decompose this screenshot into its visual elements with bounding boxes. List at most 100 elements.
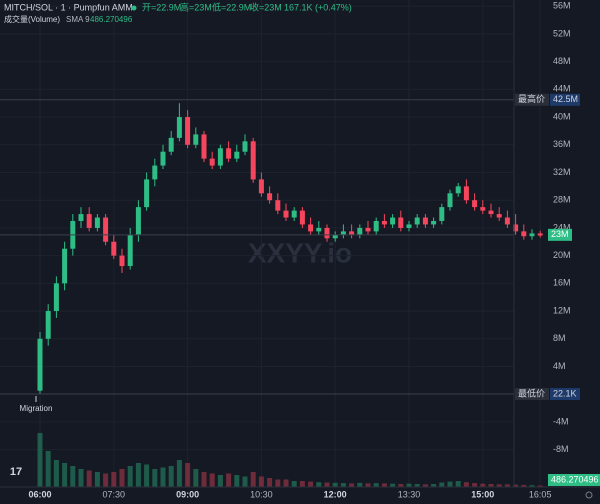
volume-bar (144, 464, 150, 487)
candle-body (529, 233, 535, 237)
volume-bar (127, 466, 133, 487)
candle-body (390, 217, 396, 225)
candle-body (431, 220, 437, 225)
volume-bar (324, 482, 330, 487)
volume-bar (135, 463, 141, 487)
watermark: XXYY.io (248, 237, 352, 268)
volume-bar (62, 463, 68, 487)
tv-logo: 17 (6, 464, 26, 480)
volume-bar (283, 479, 289, 487)
high-label: 最高价 (518, 93, 545, 104)
ohlc: 低=22.9M (212, 1, 251, 12)
volume-bar (267, 478, 273, 487)
y-tick-label: 4M (553, 361, 566, 371)
volume-bar (504, 484, 510, 487)
candle-body (308, 224, 314, 232)
candle-body (94, 217, 100, 228)
volume-value: 486.270496 (90, 15, 133, 24)
volume-bar (381, 483, 387, 487)
volume-bar (201, 472, 207, 487)
x-tick-label: 13:30 (398, 489, 421, 499)
candle-body (226, 148, 232, 159)
candle-body (144, 179, 150, 208)
status-dot (131, 5, 137, 11)
candle-body (193, 134, 199, 145)
y-tick-label: 52M (553, 28, 571, 38)
candle-body (349, 231, 355, 235)
candle-body (86, 214, 92, 228)
candle-body (537, 233, 543, 236)
candle-body (242, 141, 248, 152)
candle-body (250, 141, 256, 180)
svg-text:17: 17 (10, 466, 22, 478)
volume-bar (480, 483, 486, 487)
volume-bar (45, 451, 51, 487)
volume-bar (365, 483, 371, 487)
low-value-bg (550, 388, 580, 401)
candle-body (324, 227, 330, 239)
y-tick-label: 36M (553, 139, 571, 149)
candle-body (234, 151, 240, 159)
x-tick-label: 10:30 (250, 489, 273, 499)
candle-body (103, 217, 109, 242)
candle-body (521, 231, 527, 237)
candle-body (201, 134, 207, 159)
candle-body (78, 214, 84, 221)
last-price-label: 23M (551, 229, 569, 239)
volume-bar (119, 469, 125, 487)
ohlc: 高=23M (180, 1, 212, 12)
high-value: 42.5M (553, 94, 578, 104)
volume-bar (537, 485, 543, 487)
ohlc: 167.1K (+0.47%) (284, 2, 352, 12)
volume-bar (357, 482, 363, 487)
candle-body (406, 224, 412, 228)
candle-body (332, 234, 338, 239)
volume-bar (496, 484, 502, 487)
volume-bar (390, 483, 396, 487)
candle-body (299, 210, 305, 225)
candle-body (381, 220, 387, 225)
candle-body (455, 186, 461, 194)
volume-bar (291, 481, 297, 487)
candle-body (340, 231, 346, 235)
candle-body (275, 200, 281, 211)
candle-body (414, 217, 420, 225)
candle-body (127, 234, 133, 267)
settings-icon[interactable] (585, 491, 593, 499)
candle-body (135, 207, 141, 235)
candle-body (53, 283, 59, 312)
y-tick-label: 28M (553, 195, 571, 205)
volume-bar (299, 481, 305, 487)
volume-sma: SMA 9 (66, 15, 90, 24)
candle-body (119, 255, 125, 267)
x-tick-label: 06:00 (28, 489, 51, 499)
volume-bar (422, 484, 428, 487)
y-tick-label: 24M (553, 222, 571, 232)
candle-body (513, 224, 519, 232)
candle-body (111, 241, 117, 256)
candle-body (217, 148, 223, 166)
x-tick-label: 16:05 (529, 489, 552, 499)
volume-bar (250, 472, 256, 487)
volume-bar (332, 482, 338, 487)
volume-title: 成交量(Volume) (4, 14, 60, 24)
volume-bar (521, 484, 527, 487)
ohlc: 开=22.9M (142, 2, 181, 12)
x-tick-label: 12:00 (324, 489, 347, 499)
volume-bar (439, 482, 445, 487)
y-tick-label: -4M (553, 416, 569, 426)
candle-body (373, 220, 379, 232)
volume-bar (242, 476, 248, 487)
volume-bar (209, 473, 215, 487)
y-tick-label: 44M (553, 84, 571, 94)
volume-bar (217, 475, 223, 487)
volume-bar (152, 469, 158, 487)
x-tick-label: 09:00 (176, 489, 199, 499)
volume-bar (193, 469, 199, 487)
x-tick-label: 15:00 (471, 489, 494, 499)
high-value-bg (550, 93, 580, 106)
y-tick-label: 40M (553, 111, 571, 121)
x-tick-label: 07:30 (103, 489, 126, 499)
candle-body (480, 207, 486, 211)
